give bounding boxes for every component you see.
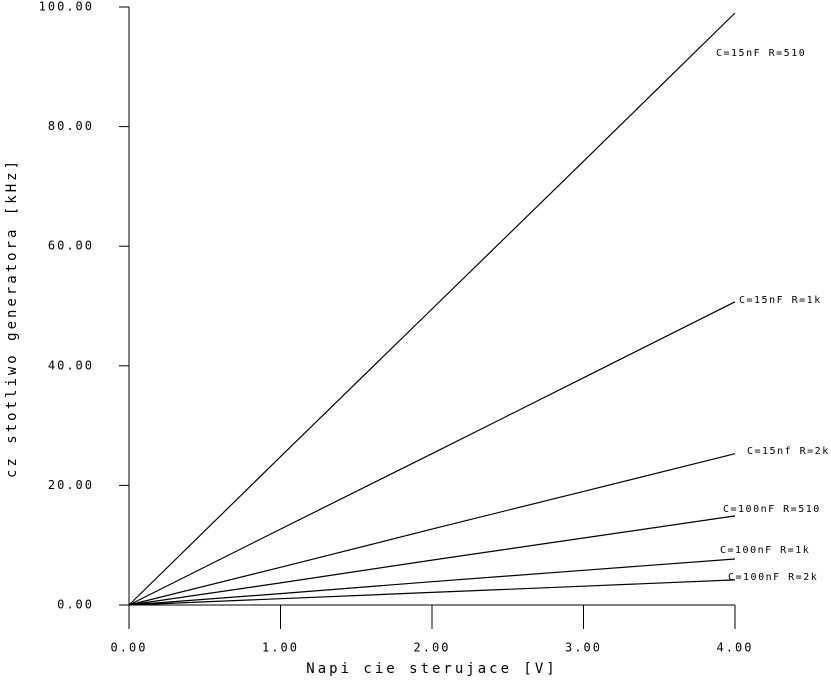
y-tick-label: 60.00: [48, 239, 94, 253]
series-label: C=15nF R=1k: [739, 295, 822, 306]
x-tick-label: 0.00: [111, 641, 148, 655]
y-axis-label: cz stotliwo generatora [kHz]: [4, 158, 20, 478]
x-tick-label: 4.00: [717, 641, 754, 655]
x-tick-label: 2.00: [414, 641, 451, 655]
series-label: C=100nF R=1k: [720, 545, 810, 556]
series-label: C=100nF R=2k: [728, 572, 818, 583]
x-axis-label: Napi cie sterujace [V]: [306, 661, 557, 677]
y-tick-label: 80.00: [48, 119, 94, 133]
y-tick-label: 100.00: [39, 0, 94, 14]
y-tick-label: 40.00: [48, 358, 94, 372]
x-tick-label: 1.00: [262, 641, 299, 655]
series-label: C=15nF R=510: [716, 48, 806, 59]
series-line: [128, 515, 736, 606]
series-label: C=15nf R=2k: [747, 446, 830, 457]
series-line: [128, 558, 736, 606]
y-tick-label: 0.00: [57, 598, 94, 612]
series-line: [128, 579, 736, 606]
y-tick-label: 20.00: [48, 478, 94, 492]
series-line: [128, 453, 736, 606]
series-line: [128, 12, 736, 606]
x-tick-label: 3.00: [565, 641, 602, 655]
series-line: [128, 301, 736, 606]
series-label: C=100nF R=510: [723, 504, 821, 515]
